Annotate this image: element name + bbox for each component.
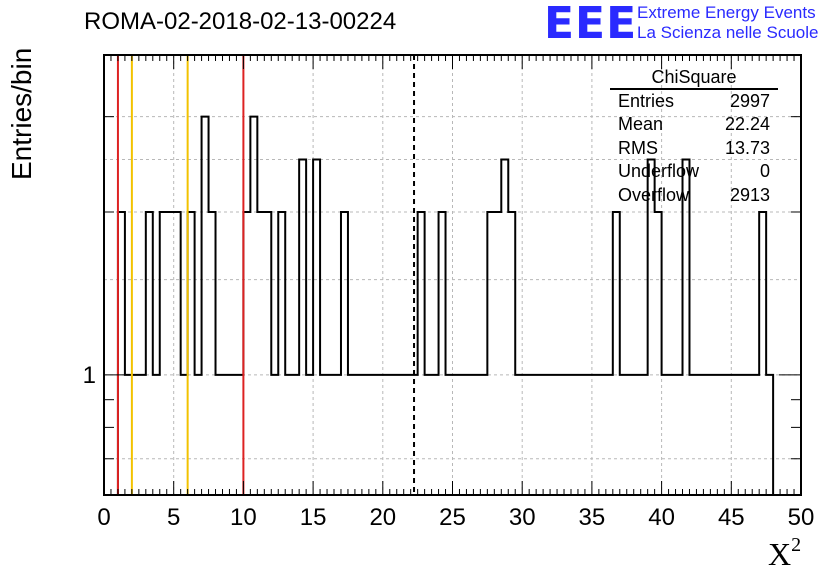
- x-tick-label: 40: [648, 504, 675, 531]
- stats-row-rms: RMS 13.73: [610, 137, 778, 160]
- stats-value: 0: [759, 161, 770, 182]
- x-tick-label: 15: [300, 504, 327, 531]
- stats-value: 22.24: [724, 114, 770, 135]
- stats-label: RMS: [618, 137, 658, 158]
- stats-label: Mean: [618, 114, 664, 135]
- stats-row-entries: Entries 2997: [610, 90, 778, 113]
- stats-label: Overflow: [618, 184, 690, 205]
- stats-box: ChiSquare Entries 2997 Mean 22.24 RMS 13…: [610, 66, 778, 207]
- x-axis-label: X2: [768, 534, 801, 573]
- stats-value: 2997: [729, 91, 770, 111]
- x-tick-label: 10: [230, 504, 257, 531]
- stats-value: 13.73: [724, 137, 770, 158]
- x-tick-label: 30: [509, 504, 536, 531]
- stats-row-mean: Mean 22.24: [610, 113, 778, 136]
- x-tick-label: 50: [788, 504, 815, 531]
- logo-line-1: Extreme Energy Events: [637, 3, 816, 22]
- run-title: ROMA-02-2018-02-13-00224: [84, 8, 397, 35]
- x-tick-label: 5: [167, 504, 180, 531]
- histogram-outline: [104, 115, 775, 496]
- x-axis-label-exponent: 2: [791, 534, 802, 556]
- y-tick-label: 1: [83, 362, 96, 389]
- stats-value: 2913: [729, 184, 770, 205]
- stats-label: Entries: [618, 91, 675, 111]
- stats-label: Underflow: [618, 161, 700, 182]
- stats-row-overflow: Overflow 2913: [610, 184, 778, 207]
- stats-title: ChiSquare: [610, 66, 778, 90]
- x-tick-label: 35: [579, 504, 606, 531]
- x-axis-label-base: X: [768, 536, 792, 572]
- x-tick-label: 45: [718, 504, 745, 531]
- x-tick-label: 25: [439, 504, 466, 531]
- stats-row-underflow: Underflow 0: [610, 160, 778, 183]
- x-tick-label: 20: [369, 504, 396, 531]
- logo-line-2: La Scienza nelle Scuole: [637, 23, 819, 42]
- logo-mark: EEE: [544, 0, 638, 49]
- x-tick-label: 0: [97, 504, 110, 531]
